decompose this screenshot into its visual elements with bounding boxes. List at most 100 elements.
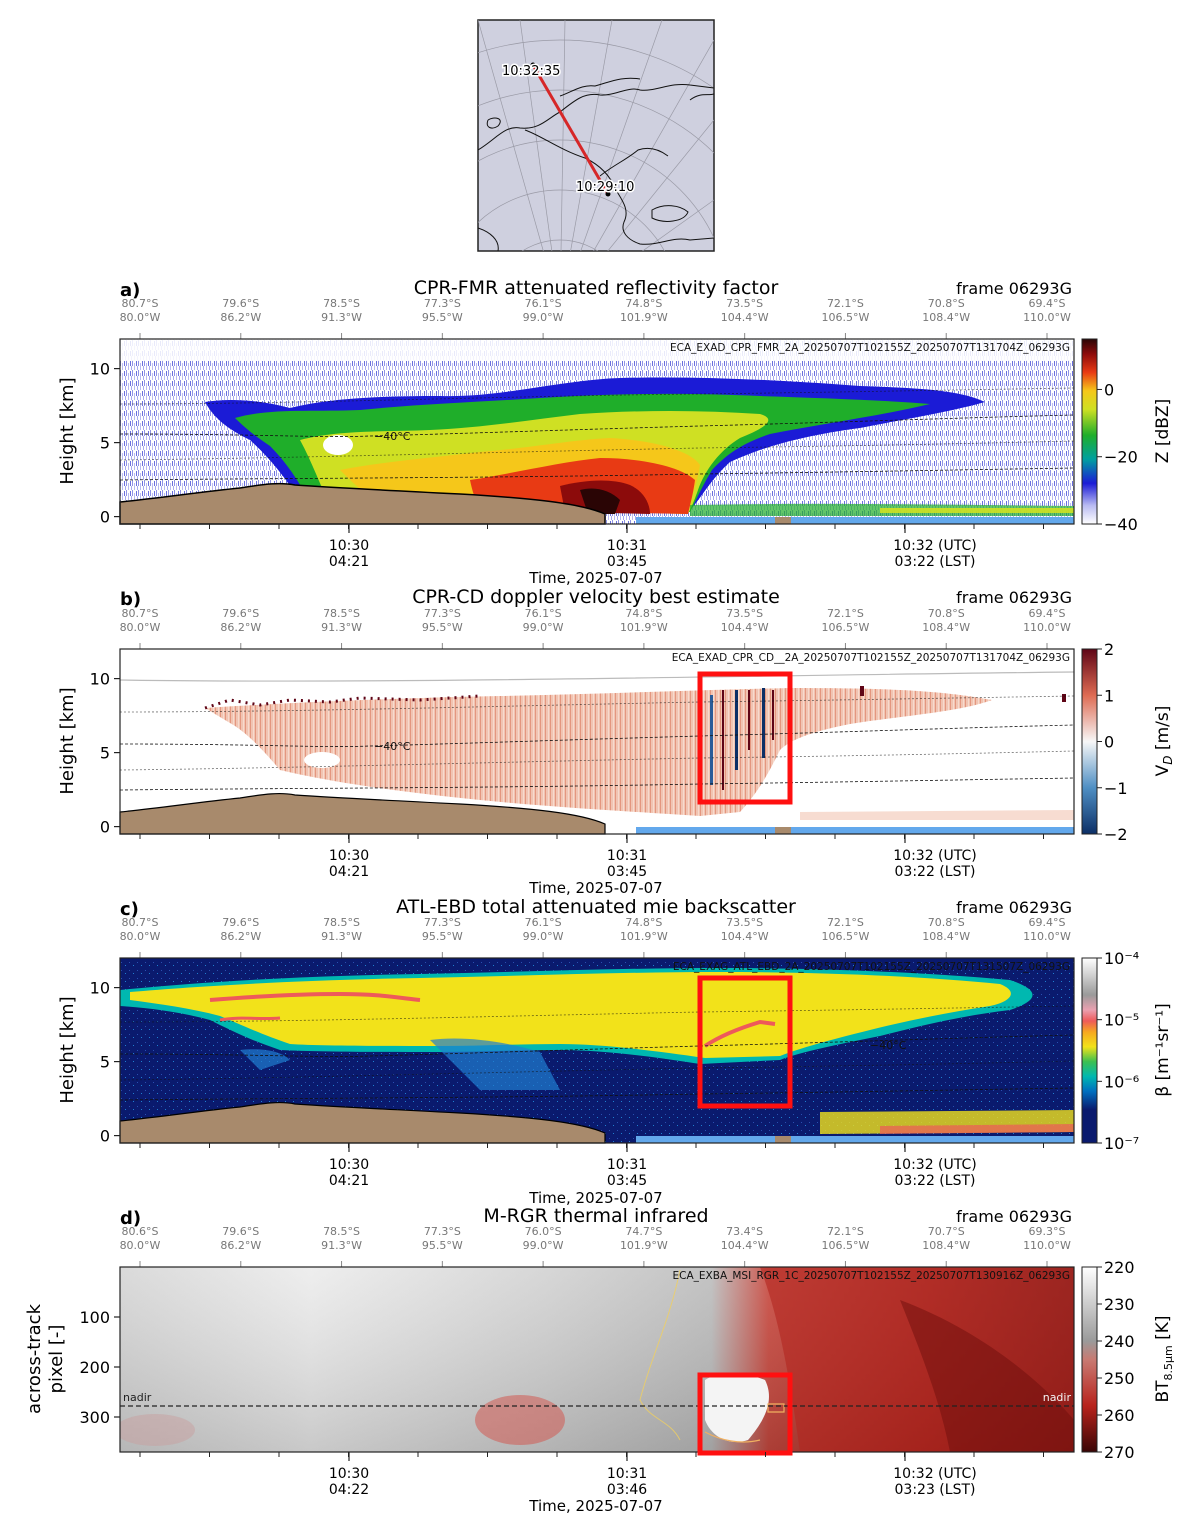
coord-lat-label: 79.6°S	[222, 607, 259, 620]
panel-b-colorbar-ticks: 2 1 0 −1 −2	[1097, 640, 1128, 844]
panel-c-label: c)	[120, 899, 139, 920]
coord-lat-label: 80.7°S	[122, 916, 159, 929]
lst-tick-label: 03:23 (LST)	[895, 1482, 976, 1498]
colorbar-tick-label: 1	[1104, 686, 1114, 705]
panel-d-ylabel2: pixel [-]	[46, 1325, 67, 1394]
y-tick-label: 10	[90, 360, 110, 379]
panel-d-frame: frame 06293G	[956, 1207, 1072, 1226]
utc-tick-label: 10:32 (UTC)	[893, 1466, 976, 1482]
utc-tick-label: 10:31	[607, 538, 647, 554]
y-tick-label: 300	[79, 1408, 110, 1427]
coord-lon-label: 110.0°W	[1023, 311, 1071, 324]
panel-b-terrain	[119, 792, 606, 835]
lst-tick-label: 03:45	[607, 864, 647, 880]
utc-tick-label: 10:32 (UTC)	[893, 538, 976, 554]
panel-d-image	[120, 1267, 1074, 1452]
panel-a-image	[120, 339, 1074, 524]
coord-lat-label: 74.7°S	[625, 1225, 662, 1238]
y-tick-label: 10	[90, 979, 110, 998]
lst-tick-label: 03:22 (LST)	[895, 554, 976, 570]
coord-lon-label: 80.0°W	[120, 621, 161, 634]
y-tick-label: 0	[100, 1127, 110, 1146]
panel-b-isotherm-label: −40°C	[374, 740, 411, 753]
panel-b-y-ticks: 0 5 10	[90, 670, 120, 837]
panel-a-product: ECA_EXAD_CPR_FMR_2A_20250707T102155Z_202…	[670, 342, 1070, 354]
panel-c-frame: frame 06293G	[956, 898, 1072, 917]
panel-a-xlabel: Time, 2025-07-07	[528, 569, 662, 587]
panel-d-colorbar	[1081, 1266, 1098, 1453]
map-track-end-marker	[530, 62, 536, 68]
colorbar-tick-label: −20	[1104, 448, 1138, 467]
map-ground-track	[531, 64, 610, 195]
coord-lat-label: 70.8°S	[928, 607, 965, 620]
panel-c: c) ATL-EBD total attenuated mie backscat…	[57, 896, 1173, 1207]
coord-lon-label: 101.9°W	[620, 1239, 668, 1252]
coord-lat-label: 69.4°S	[1029, 607, 1066, 620]
coord-lon-label: 80.0°W	[120, 930, 161, 943]
coord-lon-label: 101.9°W	[620, 311, 668, 324]
utc-tick-label: 10:30	[329, 1466, 369, 1482]
panel-c-ylabel: Height [km]	[57, 996, 78, 1103]
panel-c-xlabel: Time, 2025-07-07	[528, 1189, 662, 1207]
panel-c-highlight-box	[697, 975, 793, 1109]
coord-lon-label: 104.4°W	[721, 930, 769, 943]
coord-lat-label: 77.3°S	[424, 1225, 461, 1238]
coord-lon-label: 108.4°W	[922, 1239, 970, 1252]
coord-lon-label: 101.9°W	[620, 930, 668, 943]
colorbar-tick-label: 0	[1104, 380, 1114, 399]
panel-a-frame: frame 06293G	[956, 279, 1072, 298]
y-tick-label: 5	[100, 1053, 110, 1072]
lst-tick-label: 03:22 (LST)	[895, 864, 976, 880]
utc-tick-label: 10:31	[607, 1157, 647, 1173]
y-tick-label: 0	[100, 508, 110, 527]
lst-tick-label: 03:45	[607, 554, 647, 570]
y-tick-label: 100	[79, 1308, 110, 1327]
panel-c-isotherm-label: −40°C	[870, 1039, 907, 1052]
colorbar-tick-label: 10⁻⁴	[1104, 949, 1139, 968]
panel-a-title: CPR-FMR attenuated reflectivity factor	[414, 277, 779, 299]
colorbar-tick-label: 0	[1104, 733, 1114, 752]
utc-tick-label: 10:31	[607, 848, 647, 864]
lst-tick-label: 03:46	[607, 1482, 647, 1498]
coord-lat-label: 78.5°S	[323, 607, 360, 620]
panel-b-colorbar	[1081, 648, 1098, 835]
panel-a-colorbar-label: Z [dBZ]	[1153, 399, 1173, 463]
y-tick-label: 10	[90, 670, 110, 689]
coord-lon-label: 86.2°W	[220, 1239, 261, 1252]
y-tick-label: 200	[79, 1358, 110, 1377]
coord-lat-label: 70.8°S	[928, 297, 965, 310]
coord-lat-label: 74.8°S	[625, 607, 662, 620]
coord-lat-label: 77.3°S	[424, 916, 461, 929]
map-start-time: 10:29:10	[576, 180, 634, 195]
coord-lon-label: 108.4°W	[922, 311, 970, 324]
coord-lat-label: 78.5°S	[323, 297, 360, 310]
map-end-time: 10:32:35	[502, 64, 560, 79]
panel-b-image	[204, 686, 1074, 820]
panel-a-isotherm-label: −40°C	[374, 430, 411, 443]
coord-lon-label: 80.0°W	[120, 311, 161, 324]
coord-lat-label: 76.1°S	[525, 607, 562, 620]
utc-tick-label: 10:30	[329, 1157, 369, 1173]
panel-b-product: ECA_EXAD_CPR_CD__2A_20250707T102155Z_202…	[672, 652, 1070, 664]
coord-lon-label: 104.4°W	[721, 311, 769, 324]
coord-lon-label: 106.5°W	[822, 930, 870, 943]
coord-lat-label: 80.6°S	[122, 1225, 159, 1238]
coord-lat-label: 79.6°S	[222, 916, 259, 929]
overview-map: 10:32:35 10:29:10	[477, 19, 715, 252]
panel-b-frame: frame 06293G	[956, 588, 1072, 607]
panel-d-nadir-label-left: nadir	[123, 1391, 152, 1404]
panel-b-ylabel: Height [km]	[57, 687, 78, 794]
panel-a-surface-land	[775, 517, 791, 524]
coord-lon-label: 99.0°W	[523, 930, 564, 943]
panel-c-colorbar-ticks: 10⁻⁴ 10⁻⁵ 10⁻⁶ 10⁻⁷	[1097, 949, 1139, 1153]
coord-lat-label: 73.5°S	[726, 607, 763, 620]
coord-lon-label: 106.5°W	[822, 1239, 870, 1252]
coord-lon-label: 95.5°W	[422, 1239, 463, 1252]
coord-lat-label: 72.1°S	[827, 916, 864, 929]
coord-lon-label: 104.4°W	[721, 621, 769, 634]
coord-lat-label: 79.6°S	[222, 297, 259, 310]
panel-b-surface-land	[775, 827, 791, 834]
coord-lon-label: 110.0°W	[1023, 621, 1071, 634]
coord-lon-label: 91.3°W	[321, 311, 362, 324]
